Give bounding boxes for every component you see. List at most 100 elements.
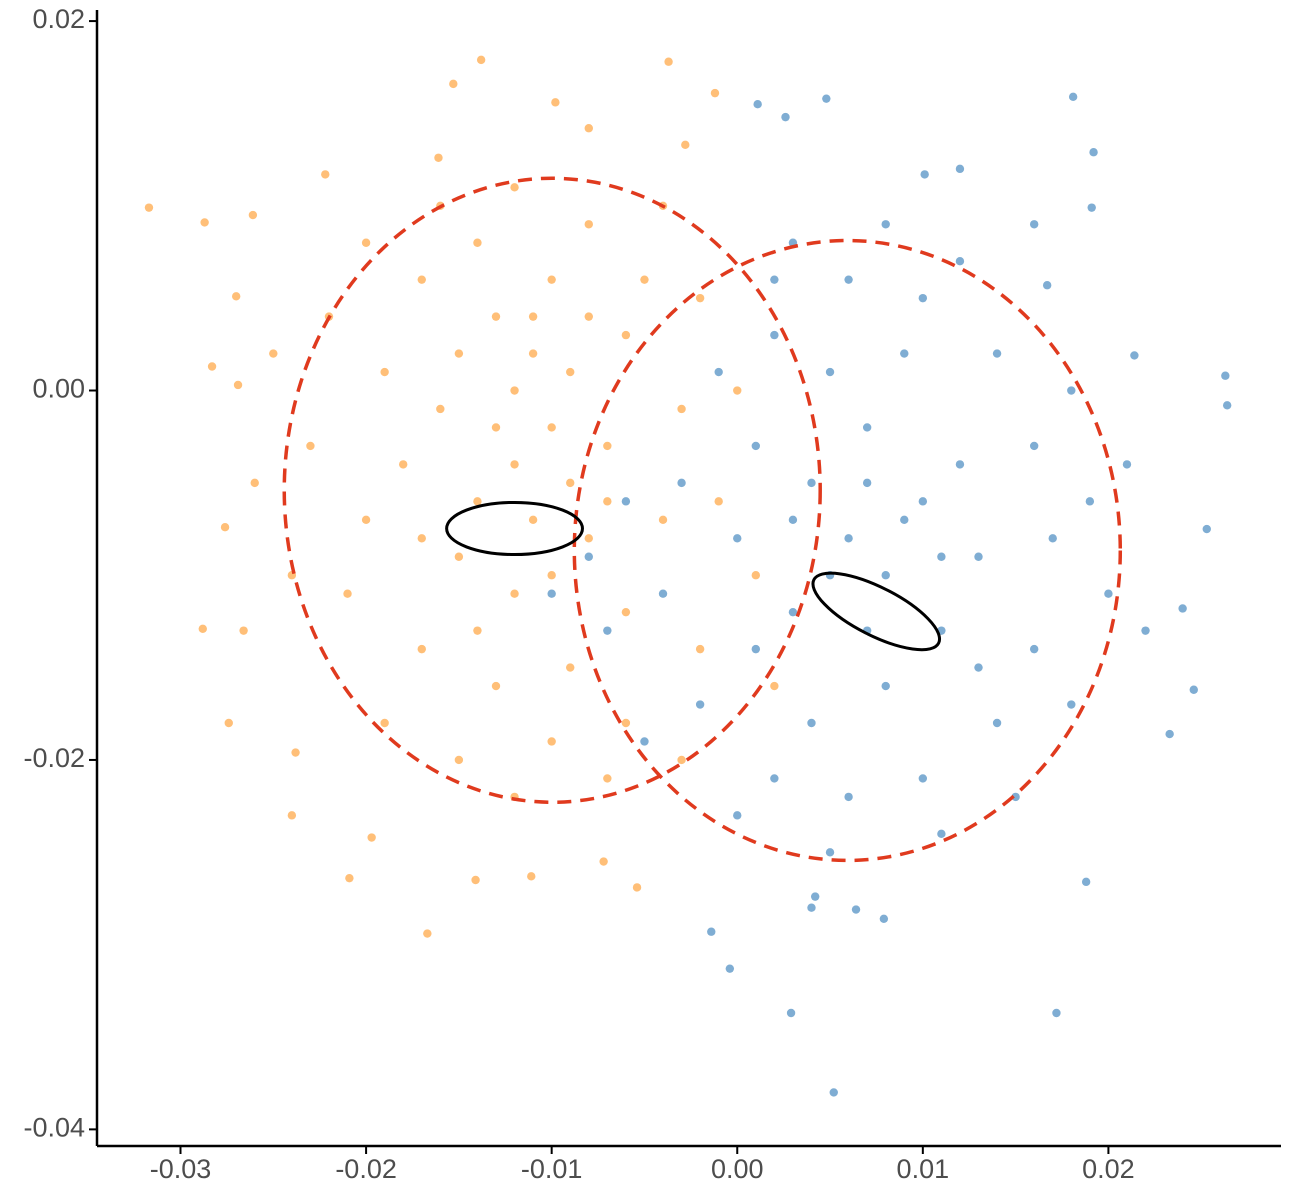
- point: [725, 964, 735, 973]
- point: [753, 100, 762, 109]
- x-tick-label: -0.02: [335, 1154, 397, 1184]
- point: [664, 57, 673, 66]
- point: [844, 275, 853, 284]
- point: [807, 478, 816, 488]
- point: [707, 927, 716, 936]
- point: [231, 292, 241, 301]
- point: [1089, 148, 1098, 157]
- point: [955, 460, 965, 469]
- point: [992, 349, 1002, 358]
- point: [881, 571, 890, 580]
- point: [733, 386, 742, 395]
- point: [733, 534, 742, 543]
- point: [1165, 729, 1174, 739]
- point: [1141, 626, 1150, 635]
- point: [207, 362, 217, 371]
- point: [291, 748, 300, 757]
- x-tick-label: 0.02: [1082, 1154, 1135, 1184]
- point: [603, 497, 612, 506]
- point: [681, 140, 690, 150]
- point: [1052, 1008, 1061, 1018]
- point: [1189, 685, 1198, 694]
- x-tick-label: -0.03: [150, 1154, 212, 1184]
- point: [220, 523, 230, 532]
- point: [1029, 441, 1039, 451]
- point: [788, 515, 798, 525]
- point: [751, 644, 761, 654]
- point: [788, 607, 798, 617]
- point: [528, 349, 538, 358]
- ellipse: [572, 238, 1123, 863]
- point: [677, 478, 686, 488]
- point: [603, 441, 612, 451]
- y-tick-label: 0.00: [32, 374, 85, 404]
- point: [900, 515, 909, 525]
- x-tick-label: -0.01: [521, 1154, 583, 1184]
- point: [640, 275, 649, 284]
- ellipse: [811, 571, 942, 652]
- point: [770, 330, 779, 340]
- point: [920, 170, 929, 179]
- point: [695, 700, 705, 709]
- point: [224, 718, 233, 728]
- point: [566, 367, 575, 377]
- point: [361, 515, 371, 525]
- point: [881, 681, 890, 691]
- point: [399, 460, 408, 469]
- point: [1221, 371, 1230, 380]
- point: [454, 349, 464, 358]
- point: [603, 774, 612, 783]
- point: [825, 367, 835, 377]
- point: [473, 626, 482, 635]
- point: [955, 257, 965, 266]
- point: [621, 607, 631, 617]
- point: [454, 552, 464, 561]
- point: [198, 624, 207, 633]
- point: [380, 718, 389, 728]
- point: [473, 497, 482, 506]
- point: [677, 404, 686, 414]
- point: [584, 312, 593, 321]
- point: [1130, 351, 1139, 360]
- point: [380, 367, 389, 377]
- point: [810, 892, 820, 901]
- point: [937, 552, 946, 561]
- point: [547, 737, 556, 746]
- ellipse: [282, 176, 822, 804]
- point: [528, 312, 538, 321]
- point: [434, 153, 443, 162]
- point: [417, 644, 426, 654]
- x-tick-label: 0.00: [711, 1154, 764, 1184]
- point: [248, 210, 258, 220]
- point: [955, 164, 965, 174]
- point: [937, 829, 946, 839]
- point: [974, 552, 983, 561]
- point: [1081, 877, 1091, 887]
- point: [476, 55, 486, 65]
- point: [900, 349, 909, 358]
- point: [1122, 460, 1132, 469]
- ellipses: [282, 176, 1123, 863]
- point: [710, 88, 720, 98]
- point: [584, 534, 593, 543]
- point: [200, 218, 209, 227]
- point: [658, 589, 668, 598]
- point: [510, 589, 519, 598]
- point: [599, 857, 608, 866]
- x-tick-label: 0.01: [897, 1154, 950, 1184]
- point: [423, 929, 432, 938]
- point: [1085, 497, 1095, 506]
- point: [1222, 401, 1232, 410]
- point: [862, 423, 872, 432]
- point: [491, 423, 501, 432]
- point: [786, 1008, 796, 1018]
- point: [454, 755, 464, 765]
- point: [621, 330, 631, 340]
- point: [640, 737, 649, 746]
- point: [621, 497, 631, 506]
- point: [1178, 604, 1187, 613]
- point: [1067, 700, 1076, 709]
- point: [751, 441, 761, 451]
